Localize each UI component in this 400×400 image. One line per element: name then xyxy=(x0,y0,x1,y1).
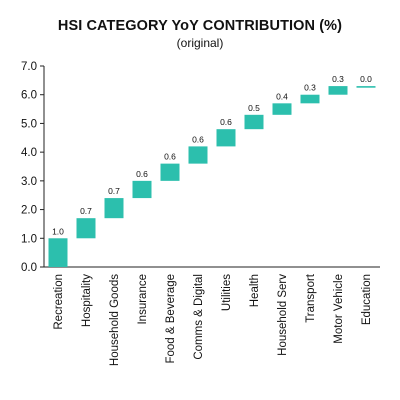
x-category-label: Recreation xyxy=(53,274,65,330)
x-category-label: Health xyxy=(249,274,261,307)
waterfall-bar xyxy=(188,146,208,164)
waterfall-bar xyxy=(300,94,320,104)
waterfall-bar xyxy=(132,180,152,199)
data-label: 0.0 xyxy=(360,74,372,84)
data-label: 1.0 xyxy=(52,226,64,236)
chart-subtitle: (original) xyxy=(176,36,224,50)
x-category-label: Household Serv xyxy=(277,274,289,356)
y-tick-label: 1.0 xyxy=(21,233,37,245)
x-category-label: Insurance xyxy=(137,274,149,325)
waterfall-bar xyxy=(328,86,348,95)
data-label: 0.4 xyxy=(276,91,288,101)
data-label: 0.6 xyxy=(220,117,232,127)
waterfall-bar xyxy=(272,103,292,115)
x-category-label: Food & Beverage xyxy=(165,274,177,364)
x-category-label: Utilities xyxy=(221,274,233,311)
data-label: 0.6 xyxy=(164,152,176,162)
x-category-label: Motor Vehicle xyxy=(333,274,345,344)
x-category-label: Education xyxy=(361,274,373,325)
x-category-label: Transport xyxy=(305,273,317,323)
waterfall-bar xyxy=(104,198,124,219)
y-tick-label: 4.0 xyxy=(21,147,37,159)
data-label: 0.6 xyxy=(136,169,148,179)
data-label: 0.5 xyxy=(248,103,260,113)
y-tick-label: 6.0 xyxy=(21,90,37,102)
data-label: 0.7 xyxy=(80,206,92,216)
x-category-label: Household Goods xyxy=(109,274,121,366)
waterfall-bar xyxy=(160,163,180,181)
waterfall-bar xyxy=(48,238,68,267)
data-label: 0.6 xyxy=(192,134,204,144)
waterfall-bar xyxy=(216,129,236,147)
y-tick-label: 5.0 xyxy=(21,118,37,130)
waterfall-bar xyxy=(356,86,376,88)
waterfall-bar xyxy=(76,218,96,239)
x-category-label: Hospitality xyxy=(81,274,93,327)
waterfall-bar xyxy=(244,114,264,130)
data-label: 0.7 xyxy=(108,186,120,196)
y-tick-label: 3.0 xyxy=(21,176,37,188)
chart-title: HSI CATEGORY YoY CONTRIBUTION (%) xyxy=(57,18,343,34)
y-tick-label: 7.0 xyxy=(21,61,37,73)
y-tick-label: 0.0 xyxy=(21,262,37,274)
data-label: 0.3 xyxy=(304,83,316,93)
data-label: 0.3 xyxy=(332,74,344,84)
x-category-label: Comms & Digital xyxy=(193,274,205,360)
y-tick-label: 2.0 xyxy=(21,205,37,217)
